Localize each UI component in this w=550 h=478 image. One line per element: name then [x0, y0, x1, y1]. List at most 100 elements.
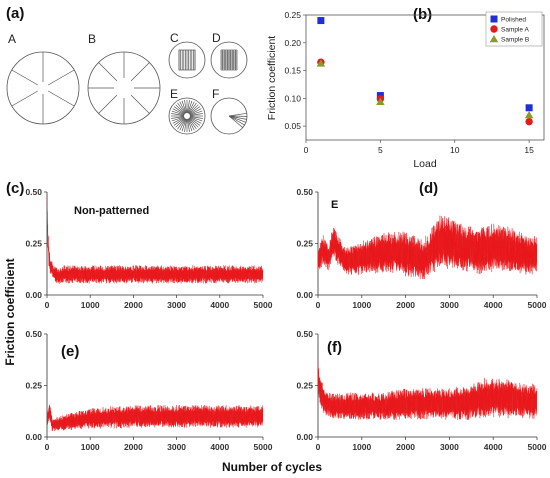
- disc-f: [210, 97, 248, 135]
- x-tick-label: 4000: [210, 300, 229, 310]
- ray: [228, 115, 243, 128]
- legend-marker: [489, 35, 499, 43]
- ray: [187, 100, 193, 114]
- ray: [187, 100, 190, 114]
- x-tick-label: 2000: [124, 300, 143, 310]
- y-tick-label: 0.00: [25, 290, 42, 300]
- panel-label-b: (b): [413, 6, 432, 23]
- ray: [173, 117, 185, 126]
- shape-label-d: D: [212, 31, 221, 45]
- ray: [181, 118, 187, 132]
- ray: [171, 113, 185, 116]
- ray: [187, 118, 190, 132]
- x-tick-label: 1000: [81, 300, 100, 310]
- friction-trace: [46, 405, 264, 432]
- shape-label-c: C: [170, 31, 179, 45]
- ray: [189, 116, 203, 122]
- hatch-box: [178, 49, 196, 71]
- disc-e: [168, 97, 206, 135]
- spoke: [11, 90, 38, 107]
- x-tick-label: 1000: [352, 442, 371, 452]
- spoke: [98, 94, 118, 114]
- chart-b-ticks: 0 5 10 15 0.05 0.10 0.15 0.20 0.25: [284, 10, 534, 155]
- x-tick-label: 15: [524, 145, 534, 155]
- data-point-sample-b: [524, 111, 534, 119]
- ray: [184, 100, 187, 114]
- x-tick-label: 2000: [124, 442, 143, 452]
- x-tick-label: 2000: [396, 300, 415, 310]
- x-tick-label: 5000: [528, 442, 547, 452]
- ray: [175, 104, 186, 115]
- chart-b-ylabel: Friction coefficient: [266, 36, 278, 121]
- disc-e-rays: [171, 100, 203, 132]
- ray: [179, 101, 186, 114]
- ray: [228, 115, 247, 120]
- x-tick-label: 0: [45, 300, 50, 310]
- ray: [228, 115, 246, 123]
- panel-label-a: (a): [6, 5, 24, 22]
- y-tick-label: 0.25: [296, 381, 313, 391]
- y-tick-label: 0.25: [25, 239, 42, 249]
- ray: [179, 118, 186, 131]
- spoke: [48, 69, 75, 86]
- data-point-sample-b: [316, 59, 326, 67]
- shared-xlabel: Number of cycles: [222, 460, 322, 474]
- disc-a-spokes: [11, 52, 75, 124]
- panel-label-f: (f): [327, 339, 342, 356]
- y-tick-label: 0.20: [284, 38, 301, 48]
- ray: [188, 117, 199, 128]
- disc-d: [210, 41, 248, 79]
- friction-trace: [317, 361, 538, 420]
- x-tick-label: 4000: [210, 442, 229, 452]
- x-tick-label: 3000: [167, 300, 186, 310]
- friction-trace: [46, 196, 264, 284]
- chart-c: 0.00 0.25 0.50 0 1000 2000 3000 4000 5000: [25, 187, 272, 310]
- panel-label-c: (c): [6, 180, 24, 197]
- legend-label: Sample B: [501, 36, 529, 43]
- ray: [228, 115, 245, 126]
- disc-c-lines: [178, 49, 196, 71]
- disc-f-rays: [228, 112, 248, 128]
- chart-b: 0 5 10 15 0.05 0.10 0.15 0.20 0.25 Load Friction…: [266, 10, 545, 170]
- shape-label-a: A: [8, 32, 16, 46]
- ray: [228, 112, 247, 117]
- y-tick-label: 0.25: [284, 10, 301, 20]
- ray: [181, 100, 187, 114]
- y-tick-label: 0.50: [296, 329, 313, 339]
- x-tick-label: 3000: [440, 442, 459, 452]
- disc-c: [168, 41, 206, 79]
- chart-d: 0.00 0.25 0.50 0 1000 2000 3000 4000 5000: [296, 187, 546, 310]
- ray: [189, 110, 203, 116]
- data-point-polished: [317, 17, 325, 25]
- x-tick-label: 5000: [528, 300, 547, 310]
- x-tick-label: 0: [45, 442, 50, 452]
- y-tick-label: 0.25: [25, 381, 42, 391]
- x-tick-label: 10: [450, 145, 460, 155]
- spoke: [11, 69, 38, 86]
- x-tick-label: 0: [316, 442, 321, 452]
- y-tick-label: 0.15: [284, 66, 301, 76]
- ray: [189, 116, 203, 119]
- ray: [184, 118, 187, 132]
- chart-b-frame: [305, 14, 545, 141]
- data-point-sample-a: [525, 117, 533, 126]
- shape-label-f: F: [212, 87, 219, 101]
- spoke: [48, 90, 75, 107]
- x-tick-label: 4000: [484, 300, 503, 310]
- y-tick-label: 0.05: [284, 121, 301, 131]
- x-tick-label: 3000: [167, 442, 186, 452]
- chart-f: 0.00 0.25 0.50 0 1000 2000 3000 4000 5000: [296, 329, 546, 452]
- x-tick-label: 0: [316, 300, 321, 310]
- ray: [189, 117, 202, 124]
- data-point-sample-b: [376, 97, 385, 105]
- x-tick-label: 5000: [254, 300, 273, 310]
- x-tick-label: 3000: [440, 300, 459, 310]
- pattern-sketches: A B C D E F: [6, 31, 248, 135]
- ray: [189, 106, 201, 115]
- ray: [173, 106, 185, 115]
- x-tick-label: 1000: [352, 300, 371, 310]
- ray: [189, 108, 202, 115]
- chart-b-points: [316, 17, 534, 126]
- x-tick-label: 0: [304, 145, 309, 155]
